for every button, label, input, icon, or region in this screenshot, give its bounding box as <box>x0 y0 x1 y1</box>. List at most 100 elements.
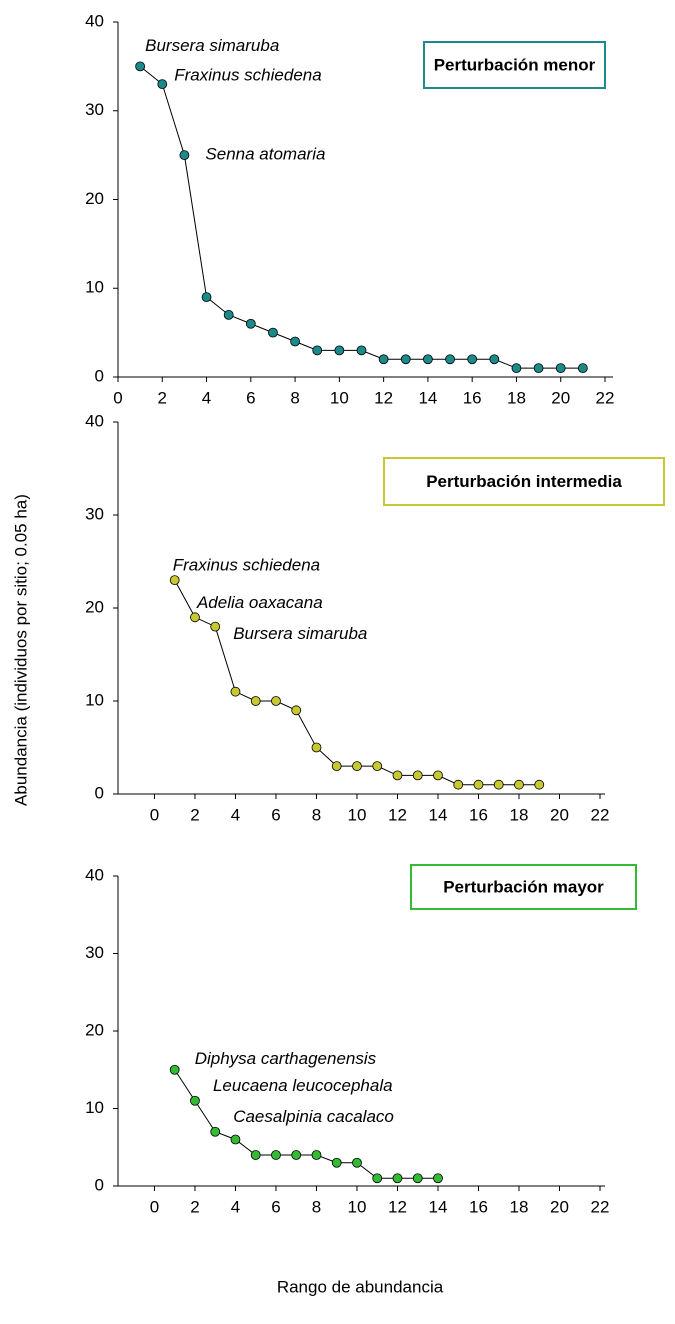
legend-box <box>383 457 665 506</box>
data-point <box>473 779 484 790</box>
data-point <box>423 354 433 365</box>
legend-box <box>410 864 637 910</box>
data-point <box>331 1157 342 1168</box>
data-point <box>577 363 588 374</box>
data-point <box>352 1157 362 1168</box>
x-tick-label: 4 <box>231 805 240 824</box>
data-point <box>352 761 362 771</box>
data-point <box>169 575 180 585</box>
data-point <box>291 705 302 716</box>
data-point <box>291 1150 302 1160</box>
data-point <box>514 779 524 790</box>
x-tick-label: 4 <box>202 388 211 407</box>
legend-label: Perturbación mayor <box>443 877 604 896</box>
y-tick-label: 40 <box>85 11 104 30</box>
y-tick-label: 20 <box>85 597 104 616</box>
data-point <box>534 779 545 790</box>
annotation: Adelia oaxacana <box>196 593 323 612</box>
data-point <box>190 612 200 623</box>
annotation: Fraxinus schiedena <box>173 556 320 575</box>
data-point <box>400 354 411 365</box>
data-point <box>201 292 212 303</box>
data-point <box>250 1150 261 1160</box>
x-tick-label: 20 <box>550 805 569 824</box>
x-tick-label: 8 <box>290 388 299 407</box>
data-point <box>392 1173 403 1184</box>
data-point <box>331 761 342 771</box>
y-tick-label: 20 <box>85 1020 104 1039</box>
x-tick-label: 10 <box>330 388 349 407</box>
y-axis-label: Abundancia (individuos por sitio; 0.05 h… <box>11 494 30 806</box>
x-tick-label: 8 <box>312 1197 321 1216</box>
annotation: Fraxinus schiedena <box>174 66 321 85</box>
data-point <box>271 696 281 706</box>
x-tick-label: 6 <box>271 805 280 824</box>
x-tick-label: 10 <box>348 805 367 824</box>
data-point <box>179 150 190 161</box>
data-point <box>230 686 241 697</box>
x-tick-label: 20 <box>551 388 570 407</box>
y-tick-label: 10 <box>85 278 104 297</box>
y-tick-label: 30 <box>85 504 104 523</box>
x-tick-label: 14 <box>429 1197 448 1216</box>
x-tick-label: 22 <box>591 805 610 824</box>
annotation: Diphysa carthagenensis <box>195 1049 377 1068</box>
x-tick-label: 18 <box>510 805 529 824</box>
x-tick-label: 2 <box>158 388 167 407</box>
data-point <box>135 61 146 72</box>
data-point <box>433 770 443 781</box>
data-point <box>372 1173 383 1184</box>
y-tick-label: 0 <box>95 366 104 385</box>
x-tick-label: 0 <box>150 1197 159 1216</box>
data-point <box>169 1064 180 1075</box>
data-point <box>555 363 566 374</box>
y-tick-label: 0 <box>95 1175 104 1194</box>
y-tick-label: 20 <box>85 189 104 208</box>
data-point <box>157 79 168 90</box>
annotation: Bursera simaruba <box>233 624 367 643</box>
data-point <box>190 1095 200 1106</box>
data-point <box>433 1173 443 1184</box>
annotation: Leucaena leucocephala <box>213 1076 393 1095</box>
data-point <box>378 354 389 365</box>
x-tick-label: 8 <box>312 805 321 824</box>
y-tick-label: 30 <box>85 100 104 119</box>
annotation: Senna atomaria <box>205 145 325 164</box>
data-point <box>467 354 478 365</box>
x-tick-label: 14 <box>418 388 437 407</box>
x-tick-label: 12 <box>388 805 407 824</box>
x-tick-label: 22 <box>591 1197 610 1216</box>
x-tick-label: 22 <box>596 388 615 407</box>
data-point <box>334 345 345 356</box>
data-point <box>230 1134 241 1145</box>
data-point <box>493 779 504 790</box>
x-tick-label: 14 <box>429 805 448 824</box>
x-tick-label: 18 <box>507 388 526 407</box>
x-tick-label: 6 <box>271 1197 280 1216</box>
data-point <box>453 779 464 790</box>
data-point <box>210 621 221 632</box>
y-tick-label: 40 <box>85 865 104 884</box>
x-tick-label: 2 <box>190 1197 199 1216</box>
data-point <box>245 318 256 329</box>
data-point <box>312 345 323 356</box>
y-tick-label: 10 <box>85 690 104 709</box>
data-point <box>290 336 300 347</box>
data-point <box>511 363 522 374</box>
x-axis-label: Rango de abundancia <box>277 1277 444 1296</box>
data-point <box>356 345 367 356</box>
legend-label: Perturbación intermedia <box>426 472 622 491</box>
x-tick-label: 0 <box>113 388 122 407</box>
y-tick-label: 40 <box>85 411 104 430</box>
data-point <box>271 1150 281 1160</box>
y-tick-label: 0 <box>95 783 104 802</box>
x-tick-label: 4 <box>231 1197 240 1216</box>
x-tick-label: 16 <box>469 1197 488 1216</box>
legend-box <box>423 41 606 89</box>
data-point <box>311 1150 322 1160</box>
data-point <box>445 354 455 365</box>
x-tick-label: 2 <box>190 805 199 824</box>
y-tick-label: 10 <box>85 1098 104 1117</box>
x-tick-label: 6 <box>246 388 255 407</box>
x-tick-label: 16 <box>469 805 488 824</box>
